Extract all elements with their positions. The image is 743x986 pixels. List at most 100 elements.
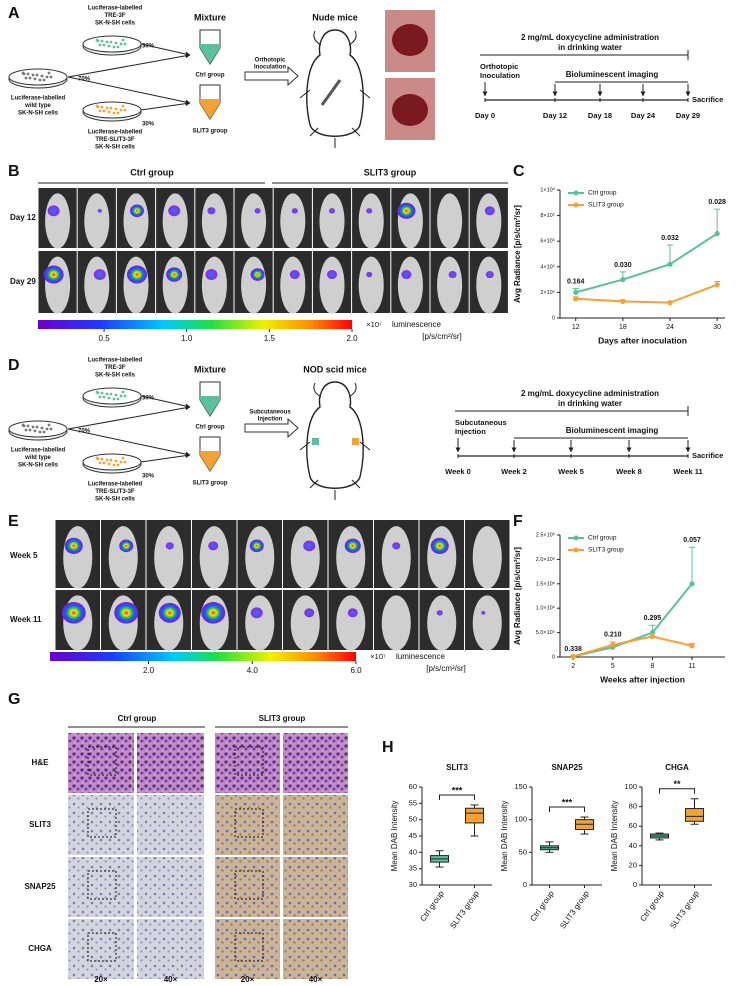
- cell: [33, 429, 37, 433]
- timepoint: Week 0: [445, 467, 471, 476]
- zoom-box: [87, 870, 117, 900]
- histology-image: [283, 795, 348, 855]
- significance: **: [673, 779, 681, 789]
- chart-title: CHGA: [665, 763, 689, 772]
- colorbar-tick-label: 6.0: [350, 666, 362, 675]
- cell: [121, 38, 125, 42]
- y-tick-label: 0: [552, 315, 555, 321]
- signal: [347, 608, 358, 618]
- mouse-body: [381, 595, 411, 651]
- hollow-arrow: [244, 65, 299, 87]
- x-axis-label: Days after inoculation: [598, 335, 687, 345]
- signal: [304, 608, 315, 618]
- colorbar-unit: luminescence: [392, 320, 441, 329]
- series-line: [572, 635, 693, 658]
- x-tick-label: 12: [572, 324, 580, 331]
- group-label: SLIT3 group: [259, 714, 306, 723]
- y-tick-label: 2×10⁵: [540, 289, 555, 296]
- cell: [116, 397, 120, 401]
- x-tick-label: Ctrl group: [418, 889, 446, 923]
- dish-rim: [8, 68, 68, 86]
- magnification: 40×: [164, 975, 178, 984]
- zoom-box: [87, 746, 117, 776]
- start-label: Injection: [455, 427, 486, 436]
- cell: [47, 423, 51, 427]
- group-label: Ctrl group: [130, 167, 174, 177]
- mouse-body: [472, 526, 502, 589]
- cell: [107, 396, 111, 400]
- signal: [436, 610, 443, 616]
- cell: [38, 430, 42, 434]
- cell: [28, 428, 32, 432]
- x-tick-label: Ctrl group: [528, 889, 556, 923]
- significance: ***: [452, 785, 463, 795]
- y-tick-label: 40: [629, 841, 637, 850]
- timepoint: Day 24: [631, 111, 656, 120]
- row-label: Week 11: [10, 615, 42, 624]
- y-tick-label: 60: [629, 821, 637, 830]
- point: [689, 643, 695, 649]
- x-tick-label: 18: [619, 324, 627, 331]
- cell: [119, 460, 123, 464]
- ratio: 70%: [78, 77, 91, 83]
- magnification: 40×: [309, 975, 323, 984]
- point: [573, 289, 579, 295]
- histology-image: [68, 857, 134, 917]
- histology-image: [68, 733, 134, 793]
- colorbar-tick-label: 1.5: [264, 334, 276, 343]
- cell: [96, 39, 100, 43]
- mouse-body: [476, 193, 502, 249]
- mouse-body: [476, 256, 502, 314]
- cell: [119, 108, 123, 112]
- cell: [123, 108, 127, 112]
- significance-bracket: [549, 806, 585, 813]
- signal: [289, 270, 300, 280]
- colorbar-tick-label: 2.0: [143, 666, 155, 675]
- y-tick-label: 30: [409, 880, 417, 889]
- mouse-body: [123, 256, 149, 314]
- timepoint: Day 18: [588, 111, 612, 120]
- dish-label: TRE-3F: [105, 365, 126, 371]
- mouse-body: [245, 526, 275, 589]
- cell: [109, 40, 113, 44]
- dish-rim: [82, 453, 142, 471]
- signal: [303, 540, 316, 552]
- dish-label: SK-N-SH cells: [18, 463, 59, 469]
- dish-label: Luciferase-labelled: [88, 130, 143, 136]
- y-tick-label: 150: [514, 782, 527, 791]
- cell: [102, 395, 106, 399]
- panel-label: F: [513, 513, 523, 530]
- dish-label: SK-N-SH cells: [18, 111, 59, 117]
- photo-organ: [392, 94, 428, 126]
- cell: [28, 76, 32, 80]
- y-tick-label: 0: [523, 880, 527, 889]
- dish-label: SK-N-SH cells: [95, 497, 136, 503]
- box: [685, 808, 704, 822]
- x-axis-label: Weeks after injection: [600, 674, 685, 684]
- tube-label: Ctrl group: [196, 73, 225, 79]
- x-tick-label: 11: [688, 663, 695, 670]
- signal: [201, 602, 226, 624]
- panel-label: C: [513, 163, 525, 180]
- cell: [26, 424, 30, 428]
- mouse-body: [358, 256, 384, 314]
- cell: [112, 463, 116, 467]
- histology-image: [137, 795, 204, 855]
- cell: [114, 107, 118, 111]
- point: [714, 230, 720, 237]
- mouse-body: [241, 256, 267, 314]
- cell: [107, 110, 111, 114]
- mouse-body: [280, 193, 306, 249]
- point: [570, 653, 576, 660]
- cell: [123, 460, 127, 464]
- mouse-body: [358, 193, 384, 249]
- p-value: 0.032: [661, 235, 679, 242]
- start-label: Inoculation: [480, 71, 520, 80]
- signal: [430, 537, 449, 554]
- x-tick-label: SLIT3 group: [558, 889, 591, 931]
- arrow: [140, 43, 191, 57]
- mouse-body: [241, 193, 267, 249]
- dish-label: wild type: [24, 455, 51, 461]
- mouse-body: [201, 256, 227, 314]
- injection-site: [312, 438, 319, 445]
